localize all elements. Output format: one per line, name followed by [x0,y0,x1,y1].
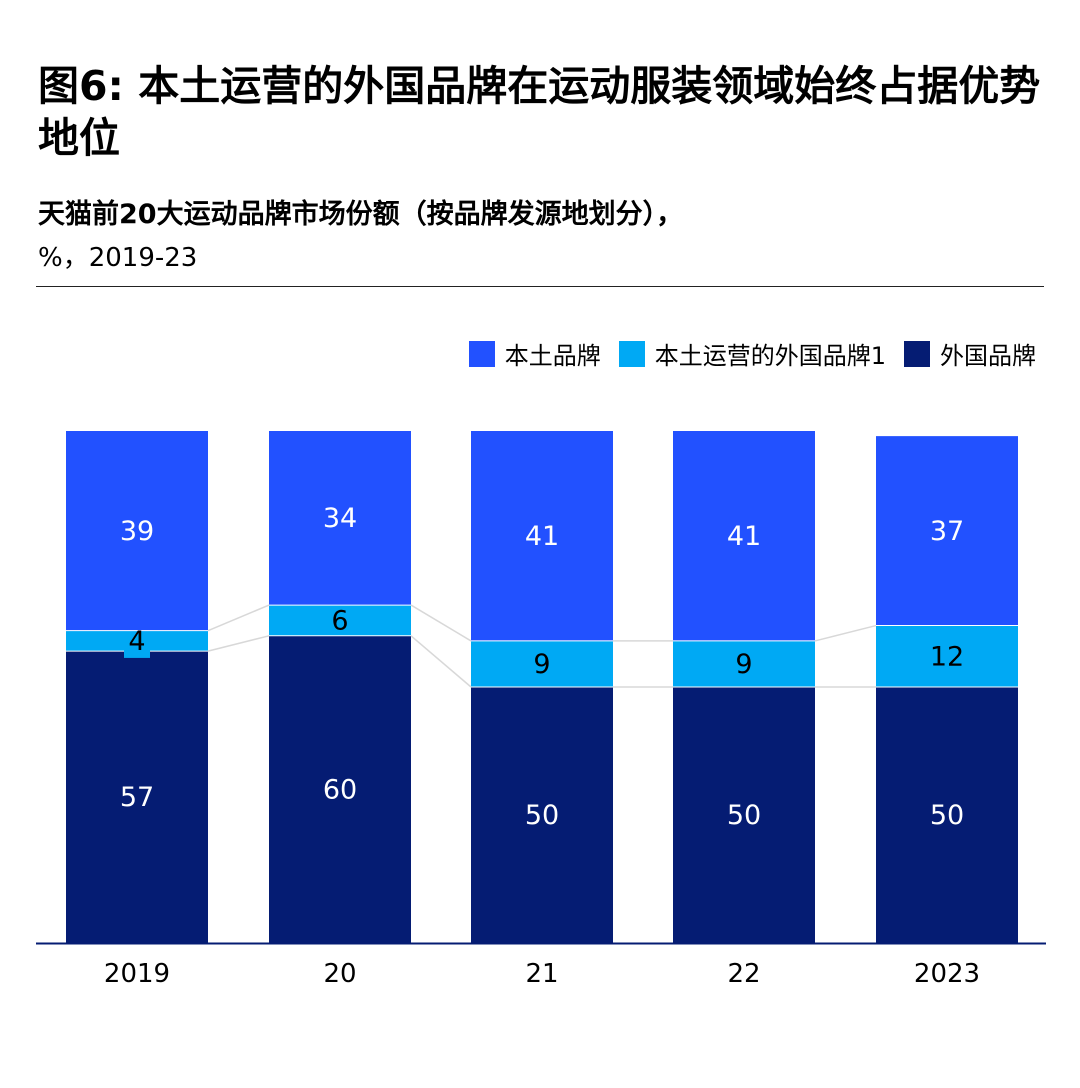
legend-label-domestic: 本土品牌 [504,342,601,370]
data-label: 34 [323,503,357,534]
bar-segment-domestic [876,436,1018,626]
legend-label-local-foreign: 本土运营的外国品牌1 [654,342,886,370]
connector-line [207,604,270,632]
data-label: 12 [930,641,964,672]
data-label: 4 [128,626,145,657]
legend: 本土品牌 本土运营的外国品牌1 外国品牌 [468,336,1036,371]
connector-line [207,635,270,652]
legend-label-foreign: 外国品牌 [940,342,1036,370]
bar-segment-domestic [471,431,613,641]
bar-segment-local-foreign [269,605,411,636]
bar-segment-local-foreign [471,640,613,687]
bar-segment-foreign [673,687,815,943]
data-label: 50 [727,800,761,831]
bar-segment-foreign [471,687,613,943]
connector-lines [207,604,877,688]
data-label: 37 [930,516,964,547]
bar-segment-foreign [876,687,1018,943]
bar-segment-foreign [269,635,411,943]
bar-segment-foreign [66,651,208,943]
chart-units: %，2019-23 [38,243,198,273]
data-label: 41 [525,521,559,552]
data-label: 50 [525,800,559,831]
data-label: 60 [323,774,357,805]
data-label: 6 [331,605,348,636]
x-tick-label: 20 [323,959,356,989]
legend-swatch-foreign [904,340,930,367]
x-tick-label: 21 [525,959,558,989]
bars [66,431,1018,943]
data-label: 57 [120,782,154,813]
bar-segment-domestic [673,431,815,641]
x-tick-label: 2019 [104,959,170,989]
data-label: 39 [120,516,154,547]
legend-item-local-foreign: 本土运营的外国品牌1 [618,336,886,371]
bar-segment-local-foreign [673,640,815,687]
legend-item-foreign: 外国品牌 [904,336,1036,371]
connector-line [410,604,472,642]
chart-title: 图6: 本土运营的外国品牌在运动服装领域始终占据优势地位 [38,62,1041,162]
data-label: 9 [533,649,550,680]
x-tick-label: 22 [727,959,760,989]
bar-segment-domestic [269,431,411,606]
legend-swatch-domestic [468,340,495,367]
legend-item-domestic: 本土品牌 [468,336,601,371]
connector-line [410,635,472,688]
data-labels: 57 4 39 2019 60 6 34 20 50 9 41 21 50 9 41 22 50 12 37 2023 [104,503,980,989]
header-divider [36,286,1044,287]
chart-subtitle: 天猫前20大运动品牌市场份额（按品牌发源地划分）， [38,199,684,230]
bar-segment-domestic [66,431,208,631]
x-tick-label: 2023 [914,959,980,989]
data-label: 9 [735,649,752,680]
legend-swatch-local-foreign [618,340,645,367]
bar-segment-local-foreign [876,625,1018,687]
connector-line [814,624,877,642]
data-label: 50 [930,800,964,831]
data-label: 41 [727,521,761,552]
